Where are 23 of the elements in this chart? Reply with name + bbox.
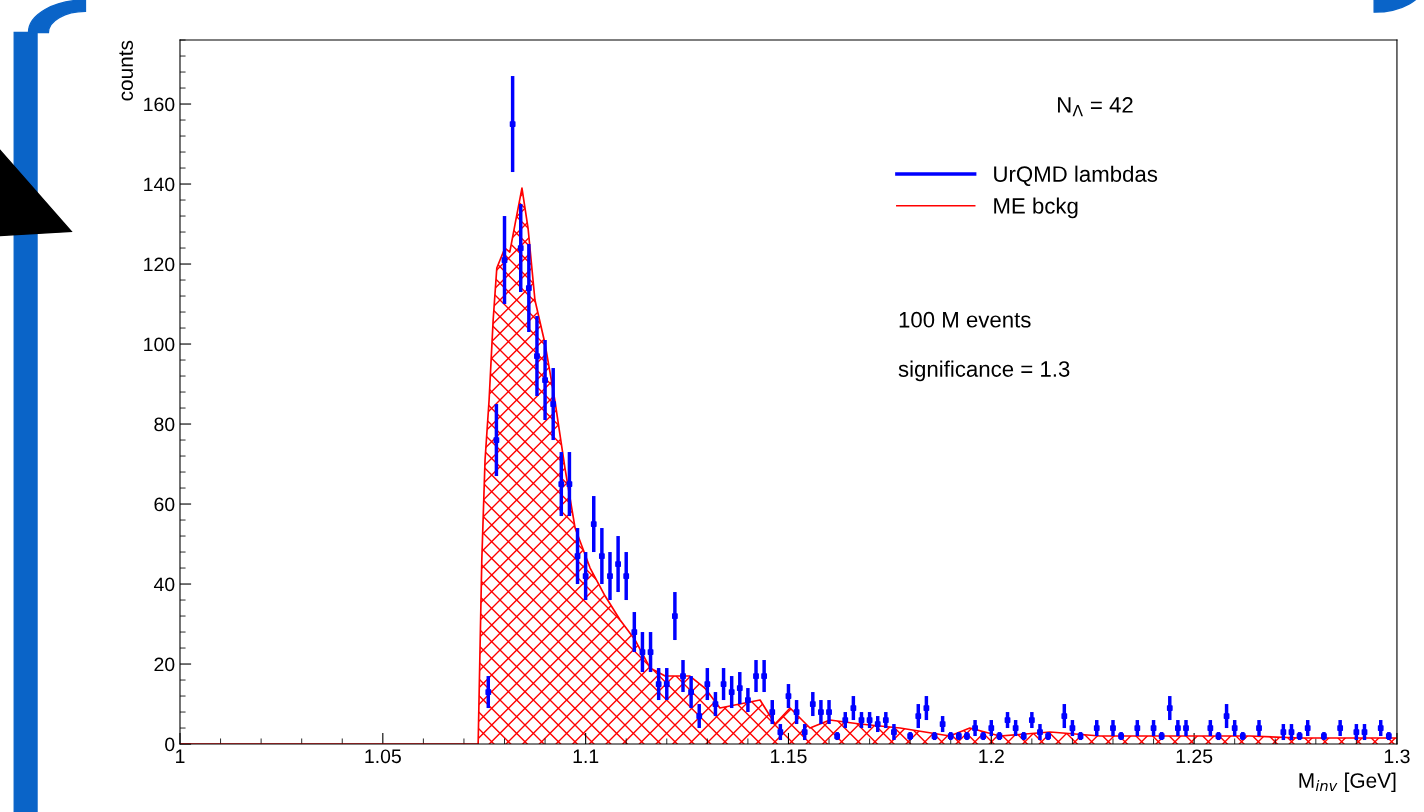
- y-tick-label: 80: [154, 417, 175, 432]
- y-tick-label: 120: [144, 257, 175, 272]
- y-axis-title: counts: [119, 40, 134, 101]
- x-tick-label: 1.25: [1176, 749, 1213, 764]
- annotation: N$_{Λ}$ = 42: [1058, 97, 1133, 117]
- x-tick-label: 1.3: [1384, 749, 1410, 764]
- annotation: significance = 1.3: [898, 360, 1070, 382]
- x-tick-label: 1.2: [979, 749, 1004, 763]
- x-tick-label: 1.15: [771, 749, 807, 764]
- x-tick-label: 1.1: [573, 749, 599, 763]
- y-tick-label: 160: [144, 97, 175, 112]
- y-tick-label: 60: [154, 497, 175, 512]
- legend-label: ME bckg: [994, 197, 1078, 219]
- y-tick-label: 20: [154, 657, 175, 672]
- x-axis-title: M$_{inv}$ [GeV]: [1299, 772, 1396, 792]
- x-tick-label: 1: [176, 749, 185, 763]
- x-tick-label: 1.05: [365, 749, 401, 764]
- legend-label: UrQMD lambdas: [994, 165, 1158, 186]
- y-tick-label: 140: [144, 177, 175, 192]
- y-tick-label: 100: [144, 337, 175, 352]
- annotation: 100 M events: [899, 311, 1031, 328]
- y-tick-label: 0: [165, 737, 175, 752]
- y-tick-label: 40: [153, 577, 175, 592]
